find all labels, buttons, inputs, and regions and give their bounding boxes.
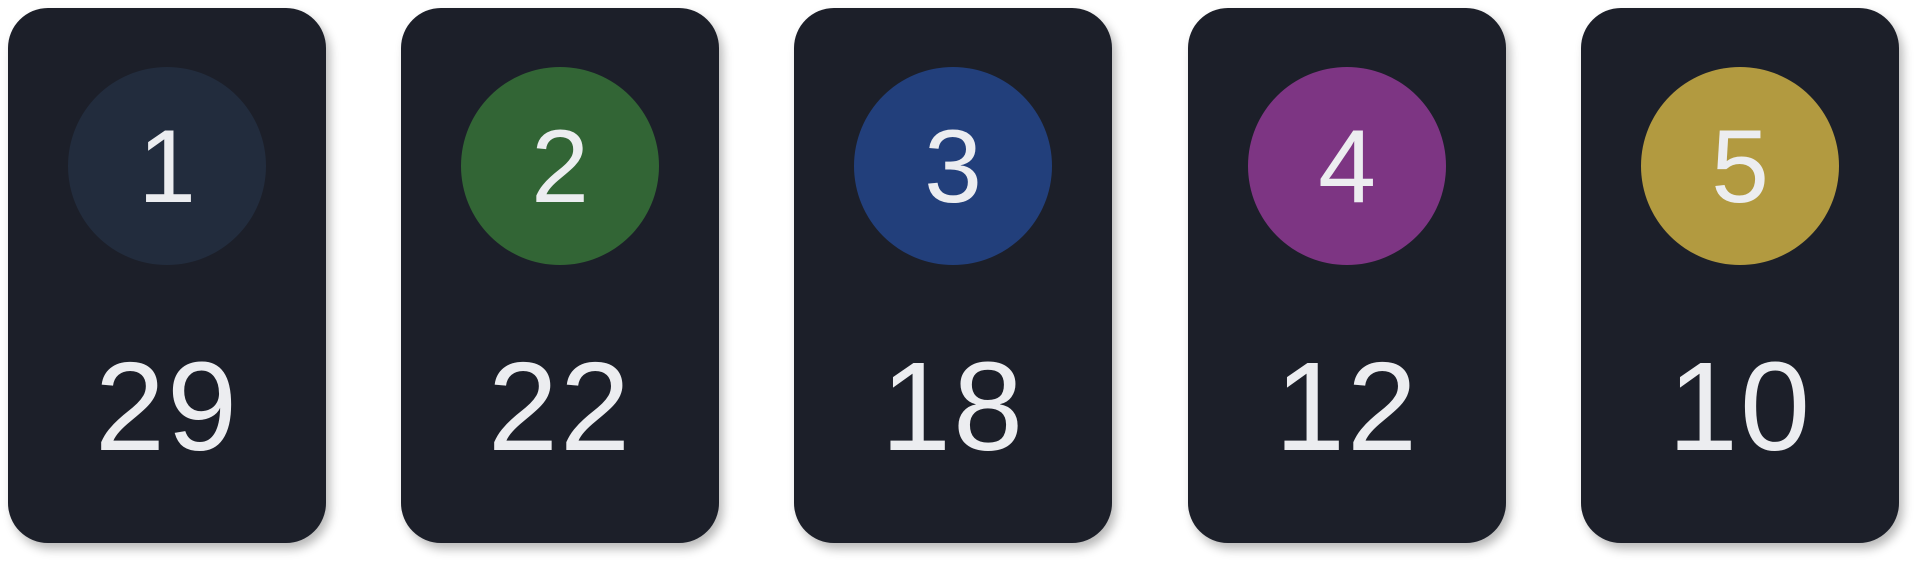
rank-number: 4 — [1318, 109, 1376, 225]
rank-card-3: 3 18 — [794, 8, 1112, 543]
rank-value: 12 — [1274, 336, 1420, 477]
rank-value: 29 — [94, 336, 240, 477]
rank-card-5: 5 10 — [1581, 8, 1899, 543]
rank-card-4: 4 12 — [1188, 8, 1506, 543]
rank-value: 18 — [880, 336, 1026, 477]
rank-number: 5 — [1711, 109, 1769, 225]
rank-badge: 1 — [68, 67, 266, 265]
rank-badge: 2 — [461, 67, 659, 265]
rank-number: 1 — [138, 109, 196, 225]
rank-number: 3 — [924, 109, 982, 225]
rank-value: 22 — [487, 336, 633, 477]
rank-number: 2 — [531, 109, 589, 225]
rank-badge: 3 — [854, 67, 1052, 265]
rank-card-1: 1 29 — [8, 8, 326, 543]
rank-card-2: 2 22 — [401, 8, 719, 543]
rank-badge: 4 — [1248, 67, 1446, 265]
rank-badge: 5 — [1641, 67, 1839, 265]
rank-value: 10 — [1667, 336, 1813, 477]
